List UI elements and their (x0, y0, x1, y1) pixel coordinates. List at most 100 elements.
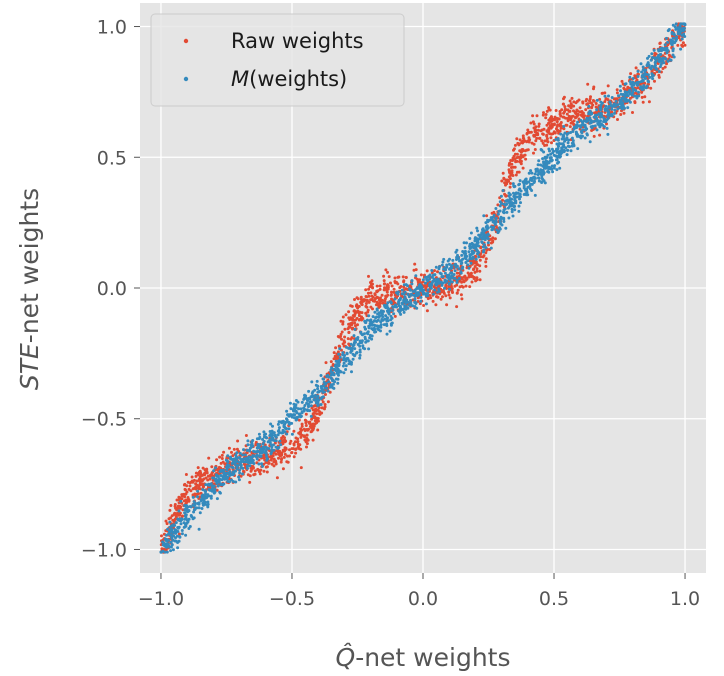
scatter-point (323, 403, 327, 406)
scatter-point (469, 272, 473, 276)
scatter-point (513, 198, 517, 202)
scatter-point (514, 192, 518, 195)
scatter-point (520, 148, 524, 152)
scatter-point (421, 280, 425, 284)
scatter-point (255, 453, 259, 457)
scatter-point (173, 523, 177, 527)
legend-box (150, 13, 405, 107)
scatter-point (359, 330, 363, 334)
scatter-point (558, 112, 562, 116)
scatter-point (350, 304, 354, 308)
scatter-point (460, 297, 464, 301)
scatter-point (382, 310, 385, 313)
scatter-point (588, 116, 592, 120)
scatter-point (232, 472, 236, 476)
scatter-point (241, 457, 245, 461)
scatter-point (383, 299, 387, 303)
scatter-point (349, 316, 353, 320)
scatter-point (552, 130, 556, 134)
scatter-point (375, 289, 379, 293)
scatter-point (204, 483, 208, 487)
scatter-point (191, 480, 195, 484)
scatter-point (319, 374, 323, 377)
scatter-point (484, 260, 488, 264)
scatter-point (407, 295, 411, 299)
scatter-point (486, 219, 490, 223)
scatter-point (522, 140, 526, 144)
scatter-point (234, 480, 238, 484)
scatter-point (425, 269, 429, 273)
scatter-point (507, 163, 511, 167)
scatter-point (657, 75, 661, 79)
scatter-point (566, 148, 570, 152)
scatter-point (244, 457, 248, 460)
y-axis-title: STE-net weights (15, 188, 44, 390)
scatter-point (303, 435, 306, 439)
scatter-point (591, 124, 595, 128)
scatter-point (384, 314, 388, 318)
scatter-point (550, 158, 554, 162)
scatter-point (556, 138, 560, 142)
scatter-point (653, 64, 657, 68)
scatter-point (525, 131, 529, 135)
scatter-point (481, 235, 485, 239)
scatter-point (641, 65, 645, 69)
scatter-point (652, 48, 656, 52)
scatter-point (344, 359, 348, 363)
scatter-point (649, 58, 653, 62)
scatter-point (614, 99, 618, 103)
scatter-point (336, 335, 340, 338)
scatter-point (288, 454, 291, 458)
scatter-point (481, 245, 485, 249)
scatter-point (264, 432, 268, 436)
scatter-point (455, 281, 459, 284)
scatter-point (231, 454, 235, 458)
scatter-point (595, 113, 599, 117)
scatter-point (287, 413, 291, 417)
scatter-point (537, 179, 541, 183)
scatter-point (246, 466, 249, 470)
scatter-points (159, 22, 687, 554)
scatter-point (631, 111, 634, 114)
scatter-point (553, 118, 557, 122)
scatter-point (425, 309, 429, 313)
scatter-point (557, 117, 561, 121)
scatter-point (625, 99, 629, 103)
scatter-point (409, 292, 413, 296)
scatter-point (353, 347, 357, 351)
scatter-point (557, 144, 560, 148)
scatter-point (180, 518, 184, 521)
scatter-point (413, 300, 417, 304)
scatter-point (380, 293, 384, 297)
scatter-point (256, 467, 260, 471)
scatter-point (545, 109, 549, 113)
scatter-point (435, 278, 439, 282)
scatter-point (450, 271, 454, 275)
scatter-point (378, 284, 382, 288)
scatter-point (456, 253, 459, 257)
scatter-point (454, 265, 458, 269)
scatter-point (175, 508, 179, 512)
scatter-point (316, 394, 320, 398)
scatter-point (307, 420, 311, 424)
scatter-point (661, 67, 665, 70)
scatter-point (196, 466, 200, 470)
scatter-point (416, 294, 419, 298)
scatter-point (345, 351, 349, 355)
scatter-point (404, 275, 408, 279)
scatter-point (210, 472, 214, 476)
scatter-point (226, 454, 230, 458)
scatter-point (164, 548, 168, 552)
scatter-point (272, 431, 276, 435)
scatter-point (373, 330, 377, 334)
scatter-point (530, 182, 534, 186)
scatter-point (242, 448, 245, 452)
scatter-point (536, 163, 540, 167)
scatter-point (537, 124, 541, 128)
scatter-point (580, 123, 583, 127)
scatter-point (311, 438, 315, 442)
scatter-point (508, 185, 512, 189)
scatter-point (230, 457, 233, 461)
scatter-point (625, 92, 628, 96)
scatter-point (210, 465, 214, 469)
